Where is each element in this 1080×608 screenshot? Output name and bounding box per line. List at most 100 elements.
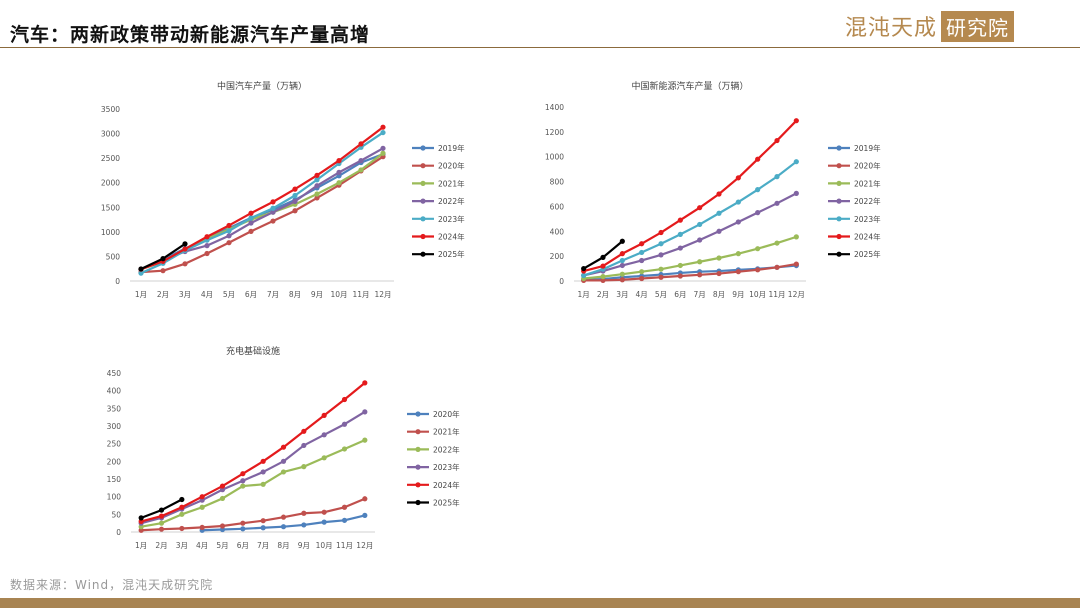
brand-logo: 混沌天成 研究院	[845, 10, 1015, 42]
data-point	[240, 483, 246, 489]
data-point	[774, 240, 780, 246]
legend-label: 2025年	[433, 498, 460, 508]
data-point	[735, 251, 741, 257]
data-point	[600, 263, 606, 269]
y-tick-label: 800	[550, 178, 565, 187]
legend-label: 2019年	[854, 143, 881, 153]
data-point	[793, 159, 799, 165]
data-point	[341, 517, 348, 523]
y-tick-label: 50	[111, 510, 121, 519]
data-point	[260, 481, 266, 487]
y-tick-label: 150	[107, 475, 122, 484]
data-point	[280, 469, 287, 475]
data-point	[248, 220, 254, 226]
legend-swatch-marker	[836, 145, 842, 151]
data-point	[619, 251, 625, 257]
data-point	[697, 205, 703, 211]
y-tick-label: 500	[106, 252, 121, 261]
data-point	[619, 238, 625, 244]
chart-charging-infrastructure: 充电基础设施 0 50 100 150 200 250 300 350 400 450 1月 2月 3月 4…	[107, 345, 460, 550]
data-point	[658, 274, 664, 280]
legend-label: 2022年	[433, 444, 460, 454]
data-point	[158, 507, 165, 513]
x-tick-label: 9月	[311, 290, 323, 299]
data-point	[600, 277, 606, 283]
data-point	[755, 156, 761, 162]
data-point	[697, 221, 703, 228]
data-point	[697, 259, 703, 265]
y-tick-label: 2500	[101, 154, 120, 163]
data-point	[362, 380, 368, 386]
page-title: 汽车：两新政策带动新能源汽车产量高增	[10, 24, 371, 46]
data-point	[301, 464, 307, 470]
data-point	[179, 496, 185, 503]
series-2024年	[138, 124, 386, 272]
series-line	[140, 155, 384, 274]
x-tick-label: 7月	[257, 541, 269, 550]
data-point	[677, 217, 683, 223]
data-point	[793, 190, 799, 196]
data-point	[677, 262, 683, 269]
x-tick-label: 11月	[768, 290, 785, 299]
legend-swatch-marker	[836, 233, 842, 240]
data-point	[341, 446, 348, 452]
y-tick-label: 1200	[545, 128, 564, 137]
data-point	[336, 180, 342, 186]
y-tick-label: 3500	[101, 105, 120, 114]
bottom-bar	[0, 598, 1080, 608]
legend-label: 2023年	[433, 462, 460, 472]
x-tick-label: 11月	[336, 541, 353, 550]
series-2025年	[138, 241, 188, 272]
legend-swatch-marker	[415, 464, 421, 470]
data-point	[219, 495, 226, 502]
data-point	[314, 172, 320, 178]
x-tick-label: 12月	[356, 541, 373, 550]
legend-swatch-marker	[415, 482, 421, 488]
source-note: 数据来源：Wind，混沌天成研究院	[10, 578, 214, 592]
data-point	[199, 524, 205, 531]
data-point	[600, 254, 606, 260]
data-point	[716, 191, 722, 197]
data-point	[240, 478, 246, 484]
data-point	[301, 522, 307, 528]
data-point	[639, 241, 645, 247]
data-point	[639, 257, 645, 264]
data-point	[219, 523, 226, 529]
x-tick-label: 4月	[196, 541, 208, 550]
legend-label: 2020年	[433, 409, 460, 419]
legend-label: 2025年	[854, 249, 881, 259]
logo-script-text: 混沌天成	[845, 16, 938, 41]
data-point	[774, 200, 780, 206]
data-point	[240, 526, 246, 532]
data-point	[735, 269, 741, 275]
data-point	[321, 509, 327, 515]
x-tick-label: 2月	[597, 290, 609, 299]
legend-swatch-marker	[415, 411, 421, 417]
series-line	[140, 131, 384, 275]
data-point	[358, 167, 364, 173]
data-point	[314, 177, 320, 183]
legend-label: 2020年	[438, 161, 465, 171]
x-tick-label: 4月	[636, 290, 648, 299]
chart-title: 充电基础设施	[226, 345, 280, 357]
x-tick-label: 4月	[201, 290, 213, 299]
data-point	[270, 205, 276, 211]
title-divider	[0, 47, 1080, 48]
y-tick-label: 250	[107, 440, 122, 449]
data-point	[138, 515, 144, 521]
data-point	[138, 266, 144, 272]
x-tick-label: 10月	[749, 290, 766, 299]
series-line	[583, 119, 798, 273]
data-point	[248, 215, 254, 221]
legend-swatch-marker	[415, 446, 421, 452]
x-tick-label: 1月	[135, 290, 147, 299]
legend-label: 2020年	[854, 161, 881, 171]
data-point	[260, 469, 266, 475]
legend-label: 2021年	[433, 427, 460, 437]
data-point	[280, 458, 287, 464]
data-point	[341, 421, 348, 427]
data-point	[248, 210, 254, 216]
data-point	[774, 137, 780, 144]
chart-title: 中国新能源汽车产量（万辆）	[631, 80, 748, 92]
x-tick-label: 3月	[176, 541, 188, 550]
